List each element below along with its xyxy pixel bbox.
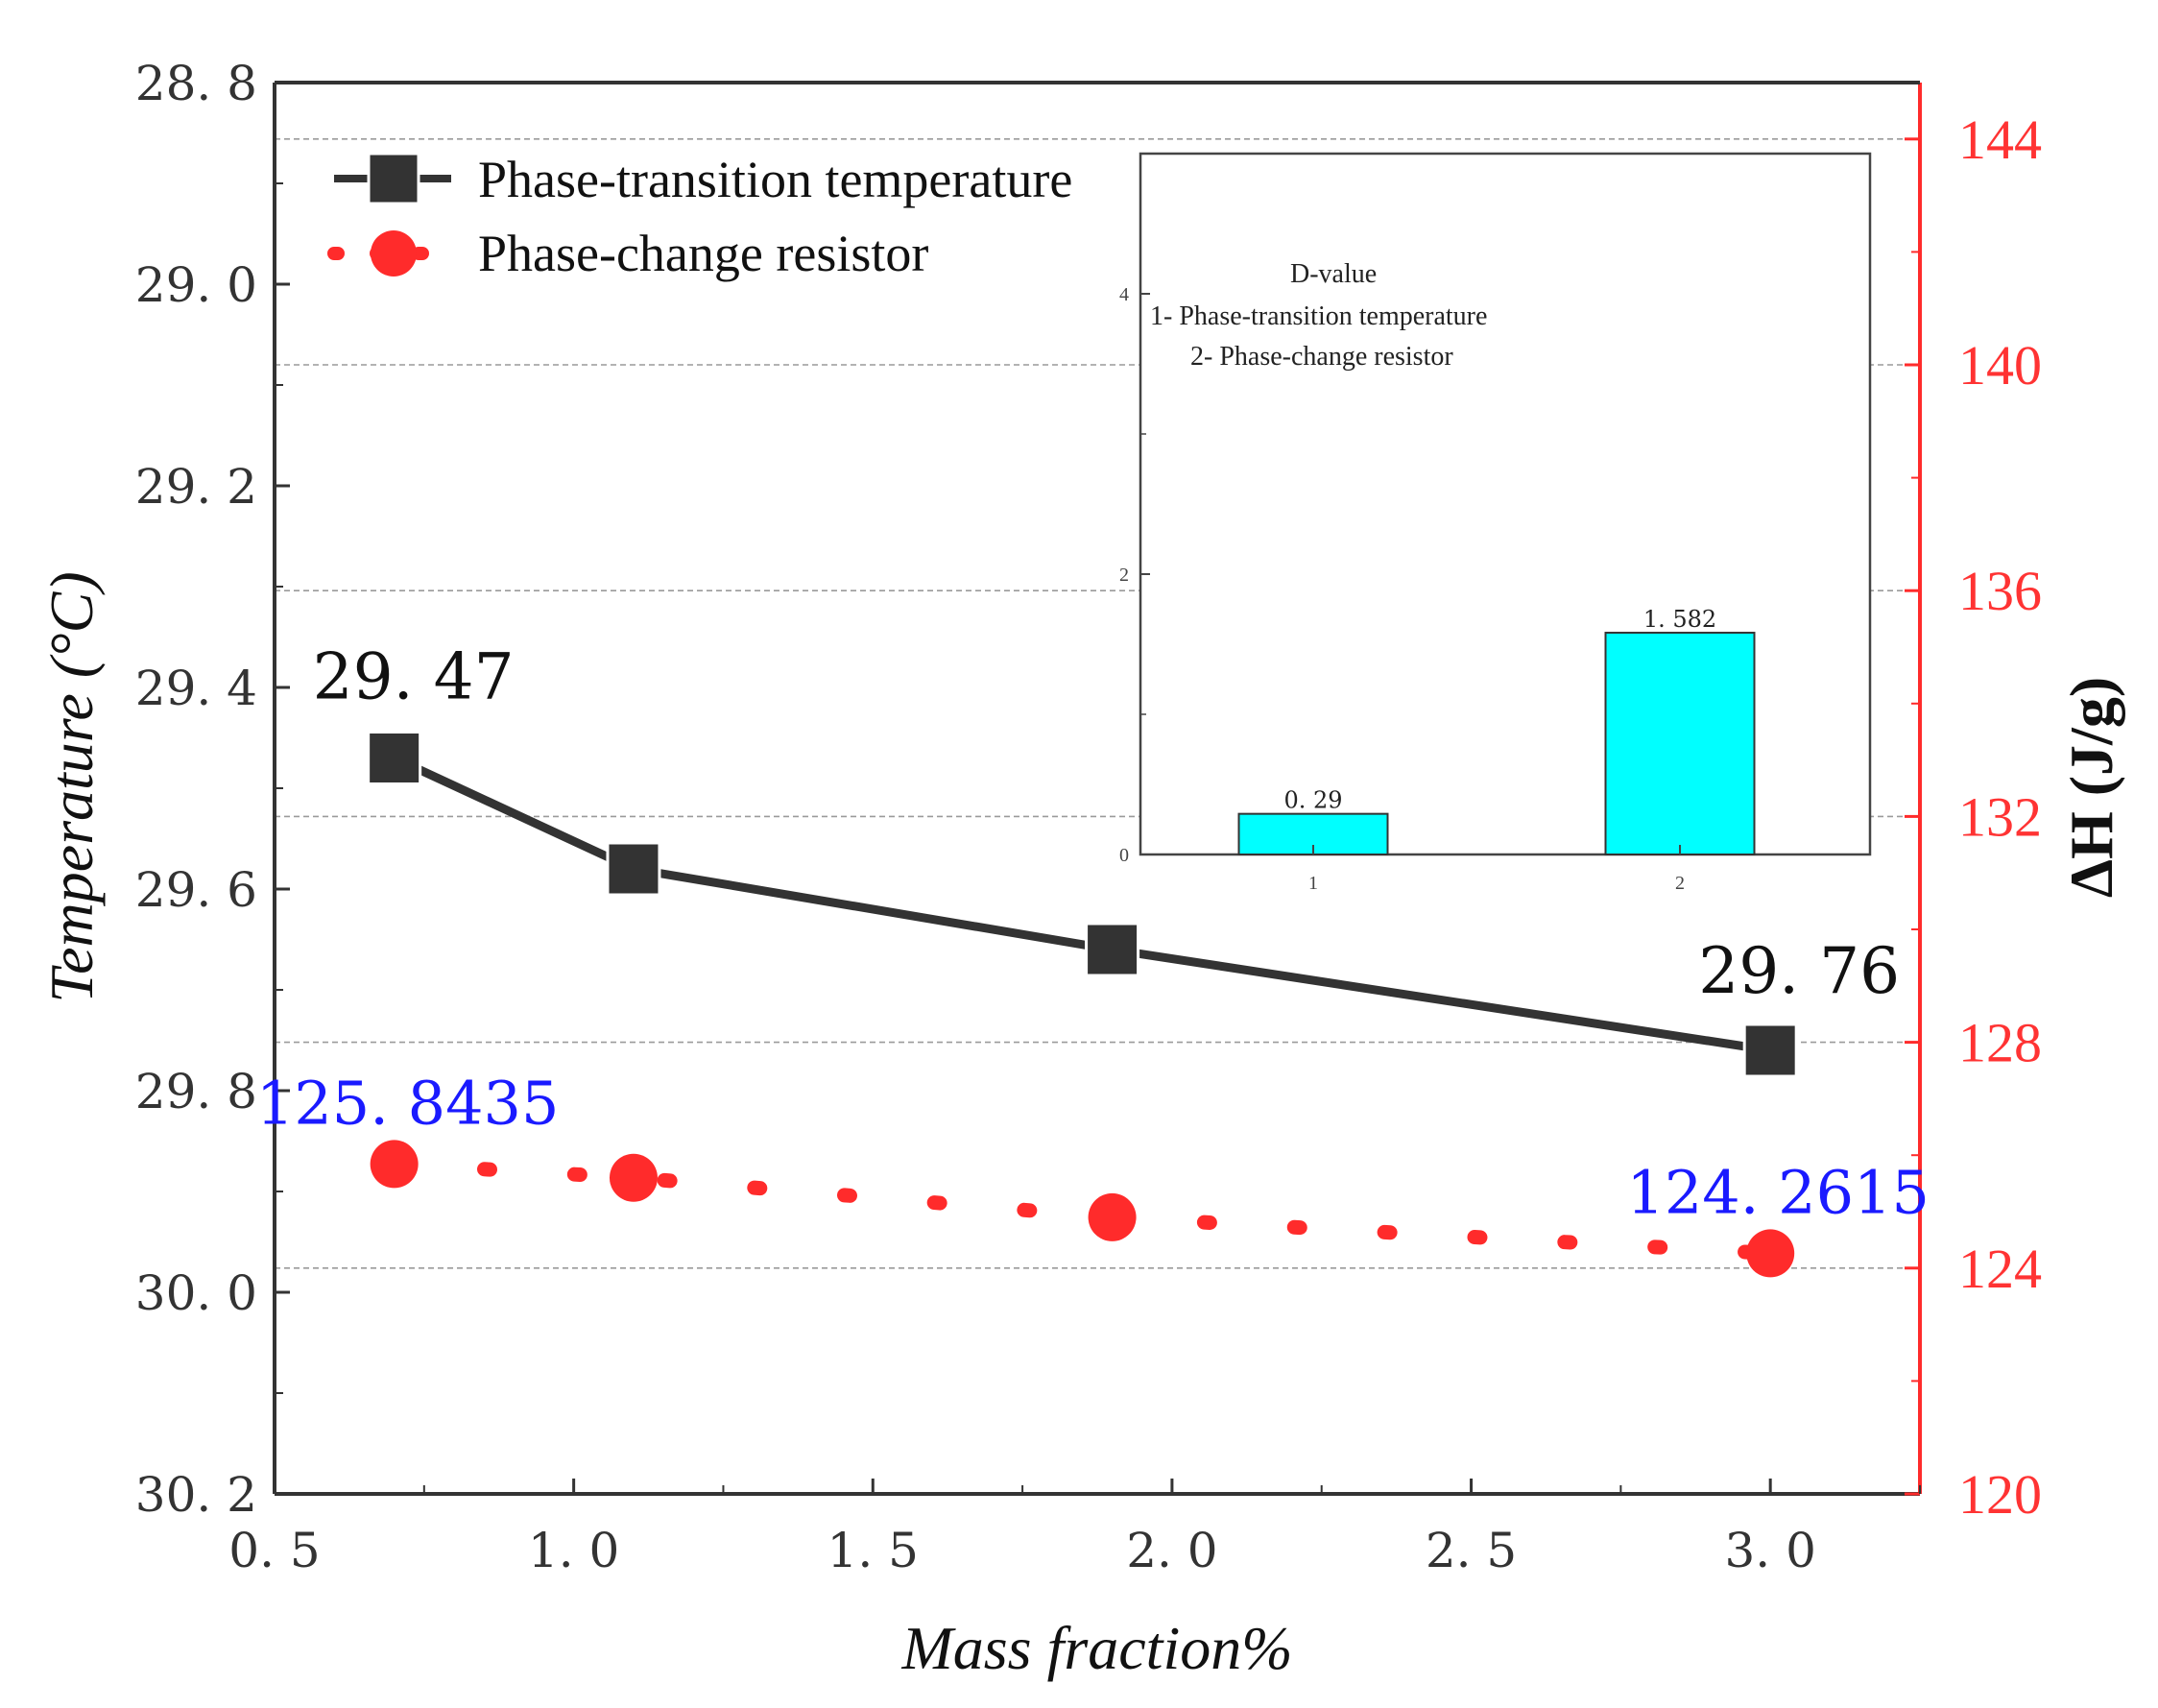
right-tick-label: 136	[1958, 560, 2042, 622]
right-tick-label: 124	[1958, 1238, 2042, 1300]
temperature-square-marker	[1085, 922, 1140, 977]
right-tick-label: 132	[1958, 785, 2042, 848]
left-tick-label: 30. 2	[135, 1467, 257, 1523]
inset-title-line: 1- Phase-transition temperature	[1150, 301, 1487, 331]
temperature-line	[392, 754, 1771, 1055]
right-tick-label: 144	[1958, 108, 2042, 171]
legend-marker-temperature	[367, 152, 420, 205]
data-label: 29. 47	[313, 640, 515, 714]
inset-bar-value-label: 0. 29	[1283, 787, 1342, 814]
axes: 28. 8 29. 0 29. 2 29. 4 29. 6 29. 8 30. 0 30. 2…	[135, 56, 2042, 1578]
x-axis-title: Mass fraction%	[900, 1614, 1292, 1682]
legend-label-resistor: Phase-change resistor	[478, 225, 928, 282]
x-tick-label: 0. 5	[228, 1523, 320, 1578]
data-label: 125. 8435	[256, 1068, 560, 1138]
left-axis-title: Temperature (°C)	[37, 571, 106, 1002]
inset-x-tick-label: 2	[1675, 873, 1685, 894]
inset-bar	[1604, 632, 1756, 856]
x-tick-label: 1. 0	[528, 1523, 619, 1578]
inset-title-line: D-value	[1290, 259, 1377, 289]
annotations: 29. 47 29. 76 125. 8435 124. 2615	[256, 640, 1930, 1228]
resistor-circle-marker	[1088, 1192, 1137, 1241]
inset-bar-value-label: 1. 582	[1643, 606, 1716, 633]
right-tick-label: 128	[1958, 1012, 2042, 1074]
temperature-square-marker	[1742, 1022, 1798, 1078]
legend: Phase-transition temperature Phase-change…	[327, 151, 1072, 282]
temperature-square-marker	[606, 841, 661, 897]
left-tick-label: 29. 0	[135, 257, 257, 313]
inset-x-tick-label: 1	[1308, 873, 1318, 894]
right-axis-title: ΔH (J/g)	[2057, 677, 2125, 898]
left-tick-label: 29. 8	[135, 1064, 257, 1119]
data-label: 124. 2615	[1626, 1157, 1930, 1227]
left-tick-label: 28. 8	[135, 56, 257, 111]
left-tick-label: 29. 2	[135, 459, 257, 515]
resistor-circle-marker	[1746, 1229, 1795, 1278]
right-tick-label: 120	[1958, 1463, 2042, 1526]
legend-label-temperature: Phase-transition temperature	[478, 151, 1072, 208]
gridlines	[275, 138, 1920, 1269]
resistor-circle-marker	[370, 1140, 419, 1189]
inset-bar-chart: 0 2 4 0. 29 1 1. 582 2 D-value 1- Phase-transiti…	[1119, 152, 1872, 894]
x-tick-label: 1. 5	[827, 1523, 919, 1578]
left-tick-label: 30. 0	[135, 1265, 257, 1321]
x-tick-label: 2. 5	[1426, 1523, 1517, 1578]
inset-y-tick-label: 2	[1119, 565, 1129, 586]
left-tick-label: 29. 6	[135, 862, 257, 918]
axis-titles: Mass fraction% Temperature (°C) ΔH (J/g)	[37, 571, 2125, 1682]
right-tick-label: 140	[1958, 334, 2042, 397]
inset-y-tick-label: 4	[1119, 284, 1129, 305]
resistor-circle-marker	[609, 1153, 658, 1202]
legend-marker-resistor	[371, 230, 417, 277]
temperature-square-marker	[367, 731, 422, 785]
series-layer	[367, 731, 1798, 1278]
inset-frame	[1139, 152, 1872, 856]
inset-y-tick-label: 0	[1119, 845, 1129, 866]
left-tick-label: 29. 4	[135, 661, 257, 716]
x-tick-label: 3. 0	[1724, 1523, 1815, 1578]
data-label: 29. 76	[1698, 934, 1900, 1008]
inset-title-line: 2- Phase-change resistor	[1190, 342, 1453, 372]
x-tick-label: 2. 0	[1126, 1523, 1217, 1578]
